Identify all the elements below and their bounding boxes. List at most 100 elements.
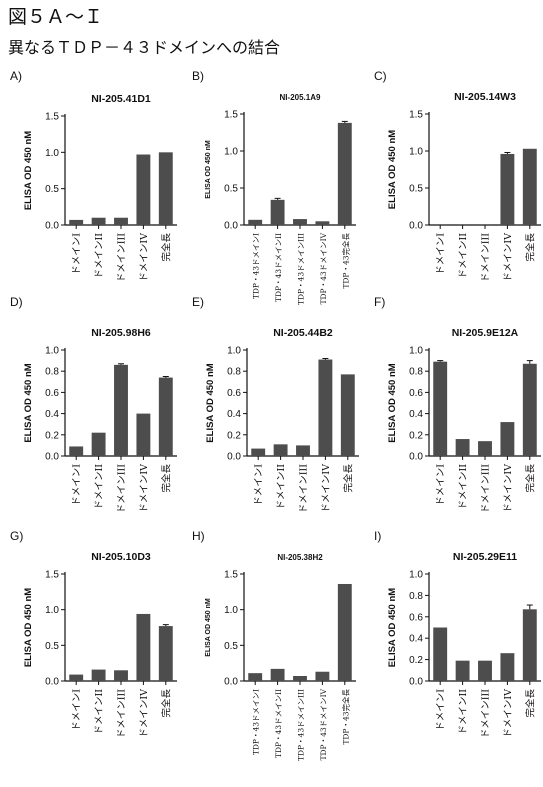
y-axis-label: ELISA OD 450 nM xyxy=(23,363,34,442)
x-tick-label: ドメインI xyxy=(436,233,447,275)
bar xyxy=(69,220,83,225)
bar xyxy=(478,224,492,225)
bar xyxy=(500,653,514,681)
bar xyxy=(92,218,106,225)
y-tick-label: 1.0 xyxy=(227,346,241,357)
panel-label: I) xyxy=(374,529,381,543)
panel-label: F) xyxy=(374,295,385,309)
y-tick-label: 0.6 xyxy=(409,612,423,623)
y-tick-label: 0.0 xyxy=(409,677,423,688)
x-tick-label: ドメインIII xyxy=(117,464,128,514)
bar xyxy=(296,445,310,456)
y-tick-label: 1.5 xyxy=(224,110,238,121)
x-tick-label: ドメインIII xyxy=(299,464,310,514)
x-tick-label: ドメインIII xyxy=(117,689,128,739)
chart-panel-8: H)NI-205.38H2ELISA OD 450 nM0.00.51.01.5… xyxy=(192,529,356,761)
panel-label: B) xyxy=(192,69,204,83)
y-tick-label: 0.5 xyxy=(45,641,59,652)
bar xyxy=(433,224,447,225)
x-tick-label: 完全長 xyxy=(342,464,354,493)
chart-panel-4: D)NI-205.98H6ELISA OD 450 nM0.00.20.40.6… xyxy=(10,295,177,513)
panel-label: D) xyxy=(10,295,23,309)
y-tick-label: 1.0 xyxy=(224,605,238,616)
chart-panel-6: F)NI-205.9E12AELISA OD 450 nM0.00.20.40.… xyxy=(374,295,541,513)
chart-title: NI-205.1A9 xyxy=(280,93,321,102)
bar xyxy=(338,584,352,681)
x-tick-label: TDP・43ドメインIII xyxy=(297,689,306,761)
x-tick-label: 完全長 xyxy=(160,464,172,493)
x-tick-label: ドメインII xyxy=(94,464,105,510)
chart-title: NI-205.14W3 xyxy=(454,91,516,103)
y-tick-label: 0.2 xyxy=(227,430,241,441)
bar xyxy=(478,661,492,681)
y-axis-label: ELISA OD 450 nM xyxy=(23,588,34,667)
x-tick-label: 完全長 xyxy=(524,464,536,493)
bar xyxy=(248,220,262,225)
x-tick-label: TDP・43完全長 xyxy=(340,689,350,745)
x-tick-label: ドメインII xyxy=(276,464,287,510)
y-tick-label: 0.0 xyxy=(409,452,423,463)
y-axis-label: ELISA OD 450 nM xyxy=(387,363,398,442)
bar xyxy=(274,444,288,456)
bar xyxy=(69,675,83,681)
y-tick-label: 0.4 xyxy=(227,409,241,420)
y-axis-label: ELISA OD 450 nM xyxy=(205,363,216,442)
bar xyxy=(114,218,128,225)
panel-label: G) xyxy=(10,529,23,543)
y-axis-label: ELISA OD 450 nM xyxy=(205,598,212,657)
chart-panel-2: B)NI-205.1A9ELISA OD 450 nM0.00.51.01.5T… xyxy=(192,69,356,305)
bar xyxy=(159,626,173,681)
x-tick-label: ドメインIV xyxy=(503,233,514,282)
bar xyxy=(114,365,128,456)
y-tick-label: 0.0 xyxy=(227,452,241,463)
chart-title: NI-205.9E12A xyxy=(452,327,519,339)
x-tick-label: ドメインII xyxy=(94,233,105,279)
chart-title: NI-205.41D1 xyxy=(91,93,151,105)
chart-panel-7: G)NI-205.10D3ELISA OD 450 nM0.00.51.01.5… xyxy=(10,529,177,738)
x-tick-label: 完全長 xyxy=(524,233,536,262)
x-tick-label: ドメインIII xyxy=(481,233,492,283)
y-tick-label: 0.6 xyxy=(409,388,423,399)
y-tick-label: 1.0 xyxy=(45,148,59,159)
y-tick-label: 0.0 xyxy=(409,221,423,232)
chart-panel-9: I)NI-205.29E11ELISA OD 450 nM0.00.20.40.… xyxy=(374,529,541,738)
bar xyxy=(341,374,355,456)
y-tick-label: 1.5 xyxy=(45,570,59,581)
y-tick-label: 0.8 xyxy=(409,591,423,602)
x-tick-label: TDP・43ドメインII xyxy=(274,233,283,302)
x-tick-label: TDP・43ドメインI xyxy=(252,689,261,755)
y-axis-label: ELISA OD 450 nM xyxy=(205,140,212,199)
x-tick-label: ドメインI xyxy=(72,689,83,731)
y-tick-label: 0.8 xyxy=(45,367,59,378)
bar xyxy=(315,672,329,681)
chart-panel-3: C)NI-205.14W3ELISA OD 450 nM0.00.51.01.5… xyxy=(374,69,541,282)
bar xyxy=(433,362,447,456)
y-tick-label: 1.0 xyxy=(409,147,423,158)
x-tick-label: ドメインIV xyxy=(321,464,332,513)
x-tick-label: ドメインIV xyxy=(503,464,514,513)
x-tick-label: ドメインIV xyxy=(139,464,150,513)
y-tick-label: 0.0 xyxy=(45,452,59,463)
x-tick-label: ドメインI xyxy=(254,464,265,506)
bar xyxy=(523,364,537,456)
x-tick-label: ドメインIV xyxy=(503,689,514,738)
panel-label: H) xyxy=(192,529,205,543)
y-tick-label: 1.0 xyxy=(224,147,238,158)
y-tick-label: 1.5 xyxy=(409,110,423,121)
chart-title: NI-205.98H6 xyxy=(91,327,151,339)
y-tick-label: 1.5 xyxy=(224,570,238,581)
x-tick-label: TDP・43ドメインII xyxy=(274,689,283,758)
y-tick-label: 0.8 xyxy=(227,367,241,378)
y-tick-label: 1.0 xyxy=(45,346,59,357)
x-tick-label: ドメインII xyxy=(458,464,469,510)
bar xyxy=(92,670,106,681)
bar xyxy=(523,609,537,681)
y-tick-label: 0.5 xyxy=(45,184,59,195)
x-tick-label: 完全長 xyxy=(524,689,536,718)
y-tick-label: 0.2 xyxy=(409,430,423,441)
x-tick-label: ドメインIII xyxy=(481,689,492,739)
x-tick-label: ドメインII xyxy=(458,689,469,735)
bar xyxy=(500,154,514,225)
y-tick-label: 0.0 xyxy=(224,677,238,688)
x-tick-label: ドメインIII xyxy=(117,233,128,283)
